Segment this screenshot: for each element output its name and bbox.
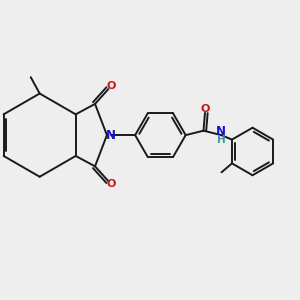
Text: O: O [200, 104, 210, 114]
Text: N: N [106, 129, 116, 142]
Text: O: O [106, 179, 116, 189]
Text: N: N [216, 125, 226, 138]
Text: H: H [217, 136, 226, 146]
Text: O: O [106, 81, 116, 91]
